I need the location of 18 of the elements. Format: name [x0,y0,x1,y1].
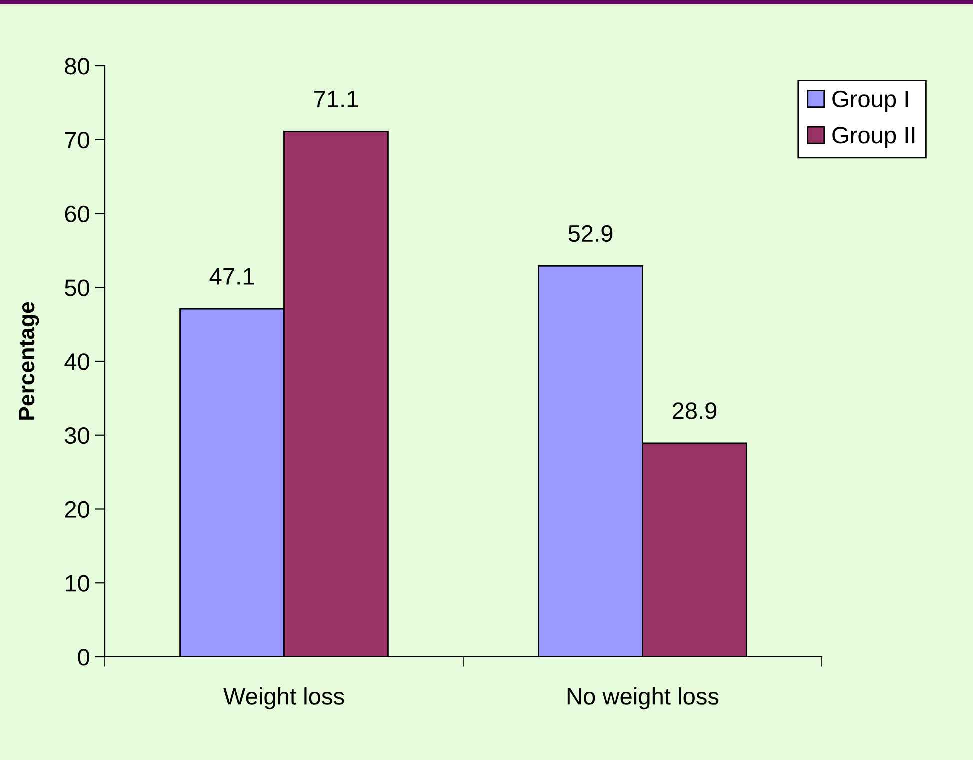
data-label: 28.9 [672,402,717,420]
y-tick-label: 30 [65,427,90,444]
x-tick-label: No weight loss [568,688,719,710]
legend-label: Group II [832,127,915,148]
data-label: 52.9 [568,225,613,242]
y-axis-title: Percentage [19,302,40,420]
legend-label: Group I [832,90,908,112]
data-label: 71.1 [314,91,358,108]
y-tick-label: 80 [65,58,90,75]
y-tick-label: 0 [78,649,90,666]
x-tick-label: Weight loss [224,688,344,710]
y-tick-label: 50 [65,280,90,296]
y-tick-label: 60 [65,206,90,223]
y-tick-label: 10 [66,575,90,592]
data-label: 47.1 [210,268,254,285]
y-tick-label: 70 [65,132,90,149]
y-tick-label: 40 [64,354,90,370]
y-tick-label: 20 [65,501,90,518]
